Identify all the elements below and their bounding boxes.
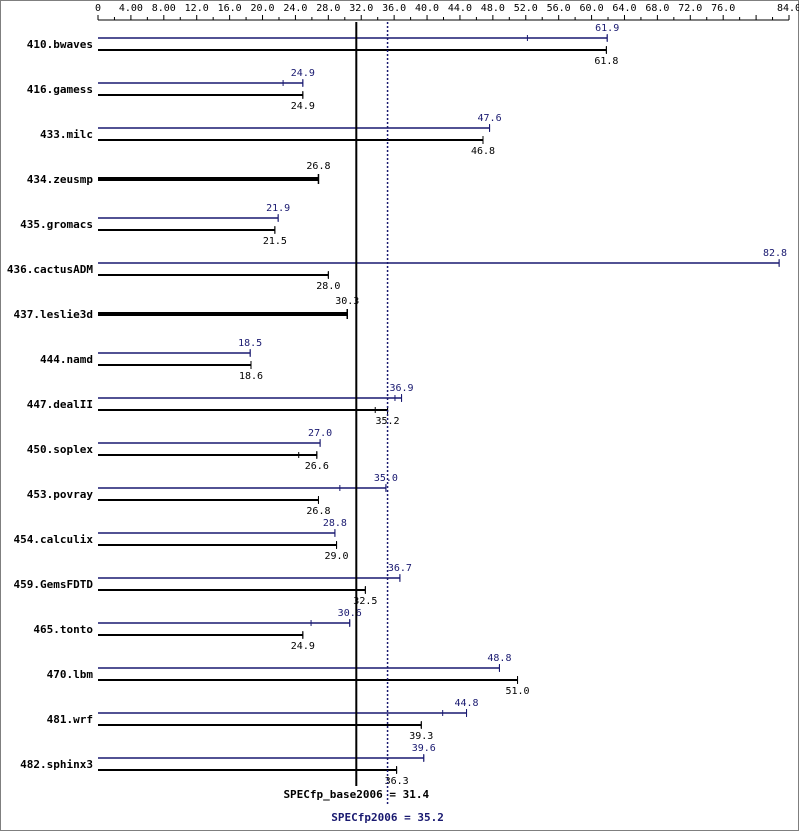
- benchmark-label: 410.bwaves: [27, 38, 93, 51]
- base-summary-label: SPECfp_base2006 = 31.4: [283, 788, 429, 801]
- base-value-label: 26.8: [306, 161, 330, 172]
- benchmark-row: 436.cactusADM 82.8 28.0: [7, 248, 787, 292]
- x-tick-label: 20.0: [250, 3, 274, 14]
- benchmark-row: 459.GemsFDTD 36.7 32.5: [14, 563, 412, 607]
- benchmark-row: 435.gromacs 21.9 21.5: [20, 203, 290, 247]
- benchmark-row: 447.dealII 36.9 35.2: [27, 383, 414, 427]
- peak-summary-label: SPECfp2006 = 35.2: [331, 811, 444, 824]
- x-tick-label: 56.0: [547, 3, 571, 14]
- benchmark-row: 416.gamess 24.9 24.9: [27, 68, 315, 112]
- benchmark-label: 454.calculix: [14, 533, 94, 546]
- base-value-label: 29.0: [325, 551, 349, 562]
- x-tick-label: 76.0: [711, 3, 735, 14]
- x-tick-label: 64.0: [612, 3, 636, 14]
- benchmark-row: 410.bwaves 61.9 61.8: [27, 23, 619, 67]
- benchmark-row: 465.tonto 30.6 24.9: [33, 608, 361, 652]
- x-tick-label: 72.0: [678, 3, 702, 14]
- peak-value-label: 36.9: [389, 383, 413, 394]
- x-tick-label: 28.0: [316, 3, 340, 14]
- base-value-label: 35.2: [376, 416, 400, 427]
- x-axis: 0 4.00 8.00 12.0 16.0 20.0 24.0 28.0 32.0 36.0 40.…: [95, 3, 799, 21]
- benchmark-row: 433.milc 47.6 46.8: [40, 113, 502, 157]
- base-value-label: 36.3: [385, 776, 409, 787]
- peak-value-label: 36.7: [388, 563, 412, 574]
- base-value-label: 46.8: [471, 146, 495, 157]
- benchmark-row: 453.povray 35.0 26.8: [27, 473, 398, 517]
- x-tick-label: 0: [95, 3, 101, 14]
- benchmark-label: 447.dealII: [27, 398, 93, 411]
- base-value-label: 18.6: [239, 371, 263, 382]
- base-value-label: 28.0: [316, 281, 340, 292]
- base-value-label: 39.3: [409, 731, 433, 742]
- x-tick-label: 48.0: [481, 3, 505, 14]
- base-value-label: 26.8: [306, 506, 330, 517]
- peak-value-label: 18.5: [238, 338, 262, 349]
- benchmark-label: 436.cactusADM: [7, 263, 93, 276]
- base-value-label: 32.5: [353, 596, 377, 607]
- benchmark-row: 437.leslie3d 30.3: [14, 296, 360, 321]
- x-tick-label: 52.0: [514, 3, 538, 14]
- base-value-label: 30.3: [335, 296, 359, 307]
- peak-value-label: 27.0: [308, 428, 332, 439]
- peak-value-label: 48.8: [487, 653, 511, 664]
- peak-value-label: 39.6: [412, 743, 436, 754]
- x-tick-label: 60.0: [580, 3, 604, 14]
- benchmark-label: 444.namd: [40, 353, 93, 366]
- peak-value-label: 44.8: [454, 698, 478, 709]
- benchmark-label: 416.gamess: [27, 83, 93, 96]
- base-value-label: 26.6: [305, 461, 329, 472]
- benchmark-row: 434.zeusmp 26.8: [27, 161, 331, 186]
- benchmark-label: 481.wrf: [47, 713, 93, 726]
- base-value-label: 24.9: [291, 641, 315, 652]
- base-value-label: 24.9: [291, 101, 315, 112]
- benchmark-row: 470.lbm 48.8 51.0: [47, 653, 530, 697]
- base-value-label: 51.0: [505, 686, 529, 697]
- x-tick-label: 4.00: [119, 3, 143, 14]
- benchmark-label: 453.povray: [27, 488, 94, 501]
- benchmark-label: 433.milc: [40, 128, 93, 141]
- benchmark-row: 454.calculix 28.8 29.0: [14, 518, 349, 562]
- benchmark-label: 437.leslie3d: [14, 308, 93, 321]
- x-tick-label: 16.0: [218, 3, 242, 14]
- bars: 410.bwaves61.961.8416.gamess24.924.9433.…: [7, 23, 787, 787]
- peak-value-label: 24.9: [291, 68, 315, 79]
- benchmark-label: 435.gromacs: [20, 218, 93, 231]
- peak-value-label: 30.6: [338, 608, 362, 619]
- benchmark-label: 459.GemsFDTD: [14, 578, 94, 591]
- peak-value-label: 47.6: [478, 113, 502, 124]
- x-tick-label: 24.0: [283, 3, 307, 14]
- peak-value-label: 35.0: [374, 473, 398, 484]
- benchmark-label: 470.lbm: [47, 668, 94, 681]
- peak-value-label: 61.9: [595, 23, 619, 34]
- base-value-label: 21.5: [263, 236, 287, 247]
- peak-value-label: 28.8: [323, 518, 347, 529]
- peak-value-label: 21.9: [266, 203, 290, 214]
- x-tick-label: 40.0: [415, 3, 439, 14]
- benchmark-label: 450.soplex: [27, 443, 94, 456]
- x-tick-label: 84.0: [777, 3, 799, 14]
- benchmark-label: 434.zeusmp: [27, 173, 94, 186]
- x-tick-label: 44.0: [448, 3, 472, 14]
- benchmark-row: 481.wrf 44.8 39.3: [47, 698, 479, 742]
- base-value-label: 61.8: [594, 56, 618, 67]
- x-tick-label: 32.0: [349, 3, 373, 14]
- benchmark-row: 450.soplex 27.0 26.6: [27, 428, 332, 472]
- peak-value-label: 82.8: [763, 248, 787, 259]
- reference-lines: SPECfp_base2006 = 31.4 SPECfp2006 = 35.2: [283, 22, 444, 824]
- x-tick-label: 68.0: [645, 3, 669, 14]
- x-tick-label: 36.0: [382, 3, 406, 14]
- benchmark-label: 482.sphinx3: [20, 758, 93, 771]
- benchmark-row: 482.sphinx3 39.6 36.3: [20, 743, 436, 787]
- benchmark-label: 465.tonto: [33, 623, 93, 636]
- benchmark-row: 444.namd 18.5 18.6: [40, 338, 263, 382]
- x-tick-label: 8.00: [152, 3, 176, 14]
- x-tick-label: 12.0: [185, 3, 209, 14]
